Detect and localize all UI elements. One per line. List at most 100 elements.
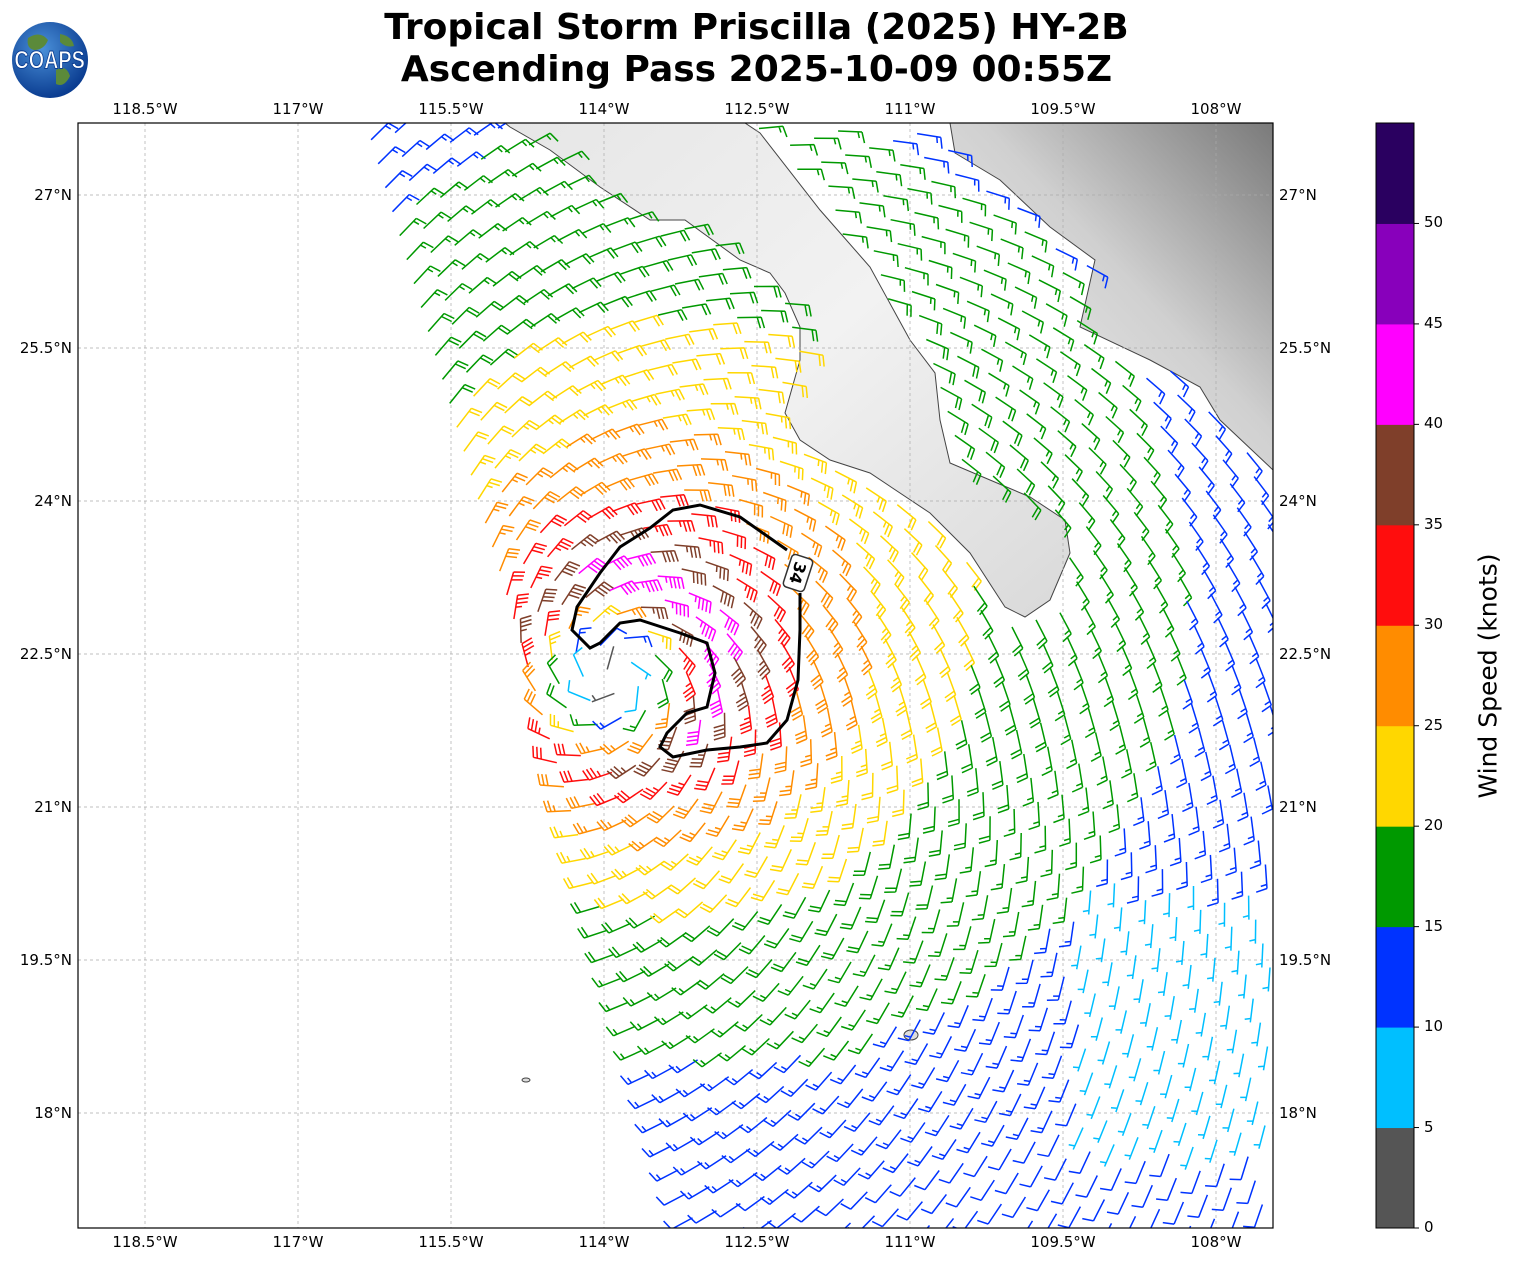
wind-barb (678, 647, 696, 676)
title-line-2: Ascending Pass 2025-10-09 00:55Z (400, 49, 1113, 90)
wind-barb (1000, 238, 1024, 260)
wind-barb (1152, 662, 1163, 694)
wind-barb (1021, 310, 1045, 334)
wind-barb (546, 682, 567, 709)
wind-barb (1066, 739, 1078, 770)
wind-barb (799, 350, 825, 367)
wind-barb (897, 813, 912, 841)
wind-barb (965, 973, 986, 998)
wind-barb (1047, 485, 1066, 514)
wind-barb (997, 990, 1017, 1015)
wind-barb (981, 348, 1004, 372)
wind-barb (1261, 785, 1273, 815)
wind-barb (1265, 603, 1273, 634)
wind-barb (815, 683, 829, 714)
wind-barb (1257, 1046, 1269, 1071)
wind-barb (935, 1059, 960, 1083)
wind-barb (1009, 832, 1022, 861)
wind-barb (1023, 674, 1036, 705)
wind-barb (959, 847, 975, 874)
wind-barb (1255, 761, 1267, 791)
wind-barb (870, 693, 883, 724)
wind-barb (1099, 1168, 1122, 1192)
wind-barb (820, 707, 833, 738)
wind-barb (907, 187, 933, 205)
wind-barb (795, 841, 817, 866)
wind-barb (401, 139, 430, 158)
wind-barb (995, 396, 1017, 422)
wind-barb (574, 198, 605, 211)
wind-barb (745, 959, 773, 979)
lat-tick-label-left: 19.5°N (19, 951, 72, 969)
wind-barb (377, 146, 406, 165)
wind-barb (511, 419, 540, 438)
wind-barb (812, 1095, 840, 1115)
wind-barb (1155, 583, 1169, 614)
wind-barb (1173, 1122, 1187, 1147)
wind-barb (1248, 634, 1260, 665)
wind-barb (504, 138, 535, 153)
wind-barb (548, 630, 561, 660)
wind-barb (1072, 1048, 1087, 1072)
colorbar-tick-label: 45 (1424, 313, 1444, 332)
wind-barb (468, 276, 498, 294)
wind-barb (926, 338, 950, 361)
wind-barb (817, 501, 840, 526)
colorbar-tick-label: 20 (1424, 816, 1444, 835)
wind-barb (750, 626, 767, 655)
wind-barb (1169, 631, 1181, 662)
wind-barb (480, 401, 508, 421)
wind-barb (1126, 487, 1144, 517)
wind-barb (993, 657, 1006, 688)
wind-barb (938, 1162, 964, 1184)
wind-barb (814, 137, 842, 150)
wind-barb (1150, 1208, 1161, 1228)
wind-barb (563, 510, 593, 527)
wind-barb (1162, 893, 1171, 918)
wind-barb (920, 679, 932, 710)
wind-barb (1076, 319, 1099, 345)
wind-barb (869, 147, 896, 162)
wind-barb (816, 1016, 842, 1038)
wind-barb (1241, 610, 1254, 641)
wind-barb (572, 822, 603, 835)
wind-barb (1082, 1199, 1106, 1222)
wind-barb (1019, 389, 1041, 415)
wind-barb (720, 347, 749, 360)
wind-barb (901, 607, 916, 637)
wind-barb (1209, 1218, 1216, 1228)
wind-barb (631, 393, 662, 406)
wind-barb (1009, 444, 1029, 472)
wind-barb (789, 817, 809, 842)
wind-barb (805, 1071, 833, 1091)
wind-barb (964, 379, 987, 404)
wind-barb (1108, 1223, 1113, 1228)
wind-barb (914, 1170, 940, 1191)
wind-barb (550, 204, 581, 218)
wind-barb (718, 863, 745, 884)
lat-tick-label-left: 24°N (34, 492, 72, 510)
wind-barb (1005, 1117, 1029, 1141)
wind-barb (681, 568, 707, 586)
wind-barb (769, 515, 793, 538)
wind-barb (720, 966, 749, 985)
wind-barb (897, 242, 923, 261)
wind-barb (582, 767, 613, 781)
wind-barb (1242, 895, 1250, 920)
wind-barb (955, 173, 980, 192)
wind-barb (1167, 449, 1185, 478)
wind-barb (1071, 763, 1084, 793)
wind-barb (908, 631, 922, 662)
wind-barb (599, 740, 630, 755)
wind-barb (705, 815, 730, 838)
wind-barb (987, 1148, 1012, 1171)
wind-barb (940, 878, 958, 904)
wind-barb (615, 970, 646, 983)
wind-barb (1033, 437, 1053, 465)
wind-barb (652, 468, 683, 482)
wind-barb (781, 643, 795, 673)
wind-barb (391, 193, 420, 213)
wind-barb (1188, 1225, 1192, 1228)
wind-barb (578, 557, 607, 575)
